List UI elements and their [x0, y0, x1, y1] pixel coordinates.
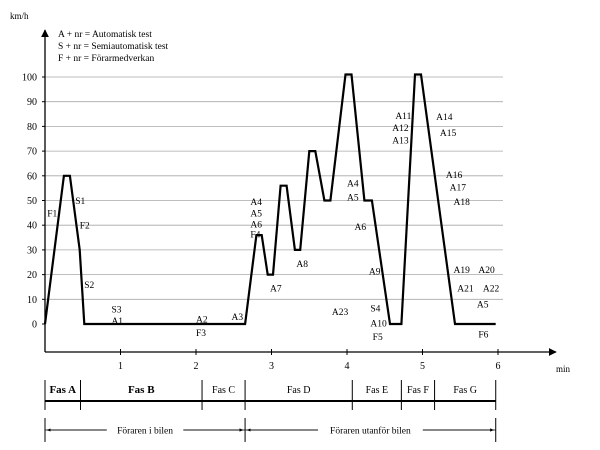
event-label: A20 [478, 266, 495, 276]
phase-bar: Fas A Fas B Fas C Fas D Fas E Fas F Fas G [44, 380, 497, 410]
legend-entry: F + nr = Förarmedverkan [58, 54, 154, 64]
y-tick-label: 0 [32, 320, 37, 331]
event-label: A7 [270, 285, 282, 295]
event-label: A1 [111, 317, 123, 327]
event-label: A14 [436, 113, 453, 123]
x-tick-label: 4 [345, 361, 350, 372]
event-label: A13 [392, 136, 409, 146]
event-label: F1 [47, 209, 57, 219]
event-label: F3 [196, 329, 206, 339]
event-label: F2 [80, 222, 90, 232]
tick-labels: 0 10 20 30 40 50 60 70 80 90 100 1 2 3 4 5 6 [22, 73, 501, 373]
y-tick-label: 70 [27, 147, 37, 158]
event-label: A2 [196, 316, 208, 326]
event-label: A19 [453, 266, 470, 276]
y-tick-label: 40 [27, 221, 37, 232]
event-label: S1 [75, 197, 85, 207]
grid-lines [45, 76, 503, 300]
event-label: A5 [250, 209, 262, 219]
event-label: F5 [373, 333, 383, 343]
event-label: A5 [477, 301, 489, 311]
axes: km/h min [10, 11, 571, 374]
series-layer [43, 73, 496, 326]
event-label: F4 [250, 230, 260, 240]
event-label: A11 [395, 112, 411, 122]
y-tick-label: 100 [22, 73, 37, 84]
event-label: A8 [296, 260, 308, 270]
event-label: A10 [370, 319, 387, 329]
phase-label: Fas D [287, 385, 311, 396]
y-tick-label: 60 [27, 171, 37, 182]
x-tick-label: 5 [420, 361, 425, 372]
x-tick-label: 6 [496, 361, 501, 372]
y-tick-label: 50 [27, 196, 37, 207]
phase-label: Fas G [453, 385, 477, 396]
x-tick-label: 2 [194, 361, 199, 372]
event-label: A9 [369, 267, 381, 277]
event-label: A16 [446, 171, 463, 181]
driver-period-label: Föraren utanför bilen [330, 426, 411, 437]
event-label: A4 [347, 180, 359, 190]
event-label: A22 [483, 285, 500, 295]
event-label: A17 [450, 183, 467, 193]
y-tick-label: 30 [27, 245, 37, 256]
event-label: A18 [453, 198, 470, 208]
x-tick-label: 3 [269, 361, 274, 372]
y-tick-label: 80 [27, 122, 37, 133]
driver-label-bg [318, 424, 423, 436]
event-label: S2 [84, 281, 94, 291]
event-label: A15 [440, 129, 457, 139]
event-label: A5 [347, 193, 359, 203]
event-label: F6 [478, 330, 488, 340]
event-label: A6 [355, 223, 367, 233]
speed-series-line [43, 73, 496, 326]
event-label: A3 [231, 313, 243, 323]
y-tick-label: 90 [27, 97, 37, 108]
legend-entry: S + nr = Semiautomatisk test [58, 42, 169, 52]
x-axis-label: min [556, 364, 571, 374]
event-label: S3 [111, 306, 121, 316]
phase-label: Fas C [212, 385, 235, 396]
event-label: A23 [332, 308, 349, 318]
driver-period-label: Föraren i bilen [117, 427, 173, 437]
x-tick-label: 1 [118, 361, 123, 372]
y-tick-label: 20 [27, 270, 37, 281]
phase-label: Fas E [366, 385, 389, 396]
legend-entry: A + nr = Automatisk test [58, 30, 152, 40]
legend: A + nr = Automatisk test S + nr = Semiaut… [58, 30, 169, 64]
event-label: S4 [370, 304, 380, 314]
event-label: A6 [250, 220, 262, 230]
event-label: A12 [392, 124, 409, 134]
event-label: A4 [250, 198, 262, 208]
phase-label: Fas A [49, 384, 76, 396]
y-axis-label: km/h [10, 11, 29, 21]
phase-label: Fas B [128, 384, 155, 396]
driver-periods: Föraren i bilen Föraren utanför bilen [44, 418, 497, 442]
driver-label-bg [106, 424, 184, 436]
event-label: A21 [457, 285, 474, 295]
phase-label: Fas F [407, 385, 429, 396]
y-tick-label: 10 [27, 295, 37, 306]
